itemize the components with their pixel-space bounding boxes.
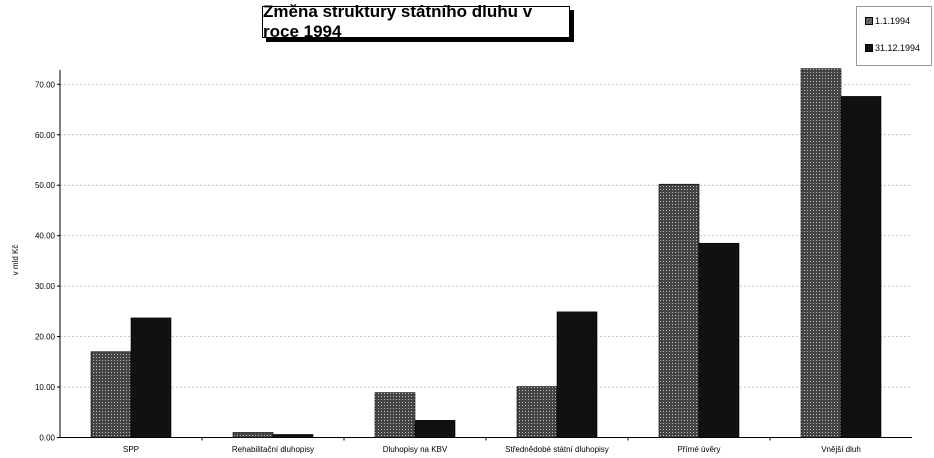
y-tick-label: 0.00: [39, 434, 55, 443]
legend-swatch: [865, 17, 873, 25]
bar-31-12-1994: [130, 317, 172, 438]
bar-31-12-1994: [698, 242, 740, 438]
bar-1-1-1994: [658, 183, 700, 438]
y-tick-label: 20.00: [35, 333, 56, 342]
y-tick-label: 40.00: [35, 232, 56, 241]
bar-1-1-1994: [90, 351, 132, 438]
y-tick-label: 10.00: [35, 383, 56, 392]
y-tick-label: 60.00: [35, 131, 56, 140]
chart-title: Změna struktury státního dluhu v roce 19…: [262, 2, 570, 41]
bar-1-1-1994: [800, 68, 842, 438]
bar-1-1-1994: [232, 432, 274, 438]
bar-31-12-1994: [414, 420, 456, 438]
legend: 1.1.1994 31.12.1994: [856, 6, 932, 66]
y-tick-label: 30.00: [35, 282, 56, 291]
bar-31-12-1994: [272, 434, 314, 438]
x-tick-label: Vnější dluh: [821, 445, 861, 454]
x-tick-label: Střednědobé státní dluhopisy: [505, 445, 609, 454]
x-tick-label: Rehabilitační dluhopisy: [232, 445, 314, 454]
x-tick-label: SPP: [123, 445, 139, 454]
x-tick-label: Přímé úvěry: [677, 445, 720, 454]
legend-item: 31.12.1994: [865, 43, 920, 53]
y-tick-label: 70.00: [35, 80, 56, 89]
bar-31-12-1994: [556, 311, 598, 438]
legend-label: 1.1.1994: [875, 16, 911, 26]
legend-label: 31.12.1994: [875, 43, 921, 53]
bar-31-12-1994: [840, 96, 882, 438]
x-tick-label: Dluhopisy na KBV: [383, 445, 448, 454]
bar-1-1-1994: [516, 386, 558, 438]
bar-1-1-1994: [374, 392, 416, 438]
y-axis-label: v mld Kč: [11, 245, 20, 276]
legend-swatch: [865, 44, 873, 52]
y-tick-label: 50.00: [35, 181, 56, 190]
legend-item: 1.1.1994: [865, 16, 910, 26]
